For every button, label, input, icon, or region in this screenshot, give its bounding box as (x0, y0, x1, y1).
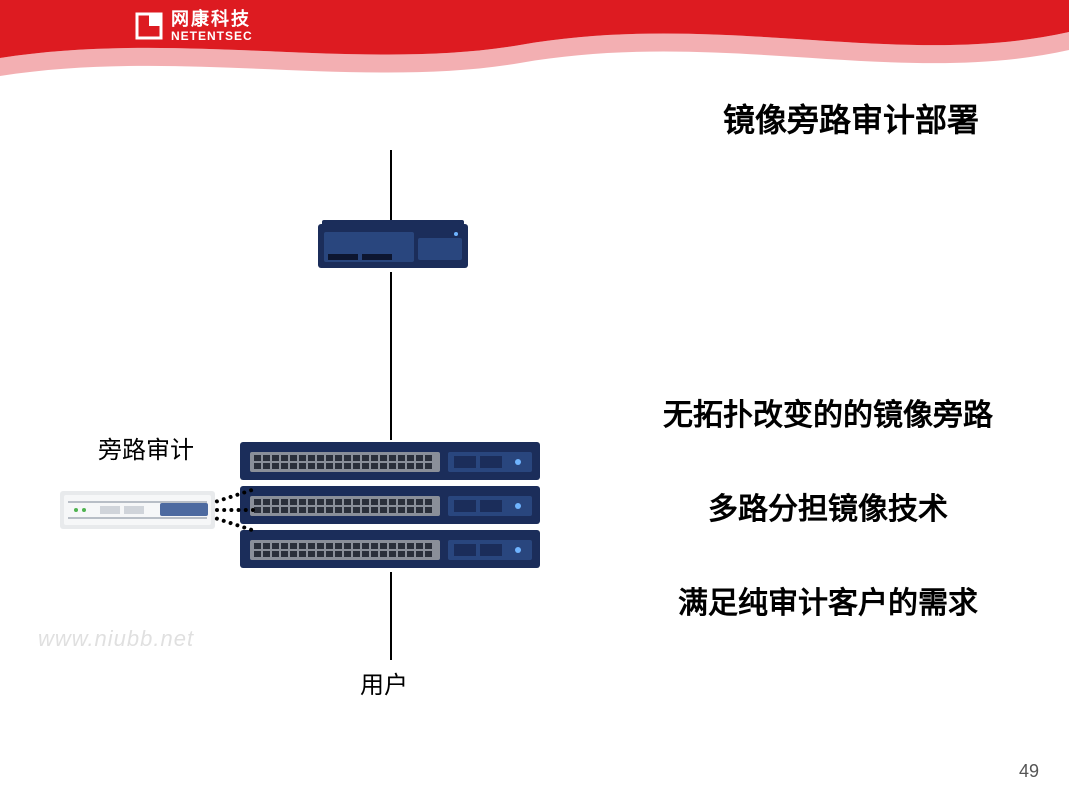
audit-device-icon (60, 485, 215, 533)
logo-text-cn: 网康科技 (171, 10, 253, 30)
switch-device-icon (240, 440, 540, 482)
switch-device-icon (240, 528, 540, 570)
connector-line-bot (390, 572, 392, 660)
company-logo: 网康科技 NETENTSEC (135, 10, 253, 43)
bullet-item: 无拓扑改变的的镜像旁路 (598, 390, 1058, 434)
user-label: 用户 (360, 665, 408, 700)
slide-title: 镜像旁路审计部署 (723, 95, 979, 141)
logo-text-en: NETENTSEC (171, 30, 253, 43)
connector-line-top (390, 150, 392, 220)
mirror-dotted-link (215, 508, 255, 512)
watermark: www.niubb.net (38, 626, 194, 652)
page-number: 49 (1019, 761, 1039, 782)
audit-label: 旁路审计 (98, 430, 194, 465)
logo-mark-icon (135, 12, 163, 40)
router-device-icon (318, 220, 468, 272)
bullet-item: 满足纯审计客户的需求 (598, 578, 1058, 622)
bullet-item: 多路分担镜像技术 (598, 484, 1058, 528)
connector-line-mid (390, 272, 392, 440)
bullet-list: 无拓扑改变的的镜像旁路多路分担镜像技术满足纯审计客户的需求 (598, 390, 1058, 672)
switch-device-icon (240, 484, 540, 526)
switch-stack (240, 440, 540, 572)
